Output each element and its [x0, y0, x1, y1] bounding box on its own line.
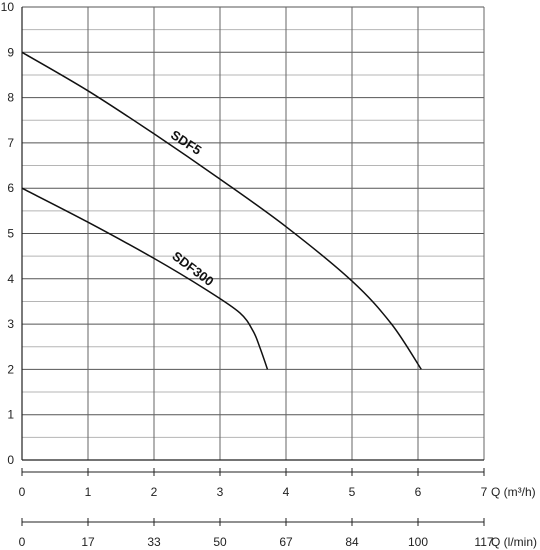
series-label-sdf5: SDF5 [168, 127, 204, 158]
x2-tick-label: 0 [19, 535, 26, 549]
grid [21, 6, 485, 461]
x-tick-label: 5 [349, 485, 356, 499]
x2-tick-label: 67 [279, 535, 293, 549]
x-tick-label: 1 [85, 485, 92, 499]
y-tick-label: 3 [7, 317, 14, 331]
x-tick-label: 2 [151, 485, 158, 499]
axes [21, 7, 485, 526]
y-tick-label: 0 [7, 453, 14, 467]
y-tick-label: 2 [7, 362, 14, 376]
y-tick-label: 10 [1, 0, 15, 14]
y-tick-label: 5 [7, 227, 14, 241]
y-tick-label: 6 [7, 181, 14, 195]
y-tick-label: 4 [7, 272, 14, 286]
series-label-sdf300: SDF300 [169, 248, 216, 289]
x-tick-label: 0 [19, 485, 26, 499]
x2-tick-label: 50 [213, 535, 227, 549]
x2-tick-label: 84 [345, 535, 359, 549]
x2-axis-label: Q (l/min) [491, 535, 537, 549]
y-tick-label: 8 [7, 91, 14, 105]
series-line-sdf300 [21, 187, 269, 370]
x-tick-label: 7 [481, 485, 488, 499]
x2-tick-label: 100 [408, 535, 428, 549]
y-tick-label: 9 [7, 45, 14, 59]
y-tick-label: 7 [7, 136, 14, 150]
x2-tick-label: 17 [81, 535, 95, 549]
x-axis-label: Q (m³/h) [491, 485, 536, 499]
x-tick-label: 6 [415, 485, 422, 499]
x2-tick-label: 33 [147, 535, 161, 549]
x-tick-label: 3 [217, 485, 224, 499]
x-tick-label: 4 [283, 485, 290, 499]
series-line-sdf5 [21, 51, 422, 370]
x2-tick-label: 117 [474, 535, 493, 549]
y-tick-label: 1 [7, 408, 14, 422]
